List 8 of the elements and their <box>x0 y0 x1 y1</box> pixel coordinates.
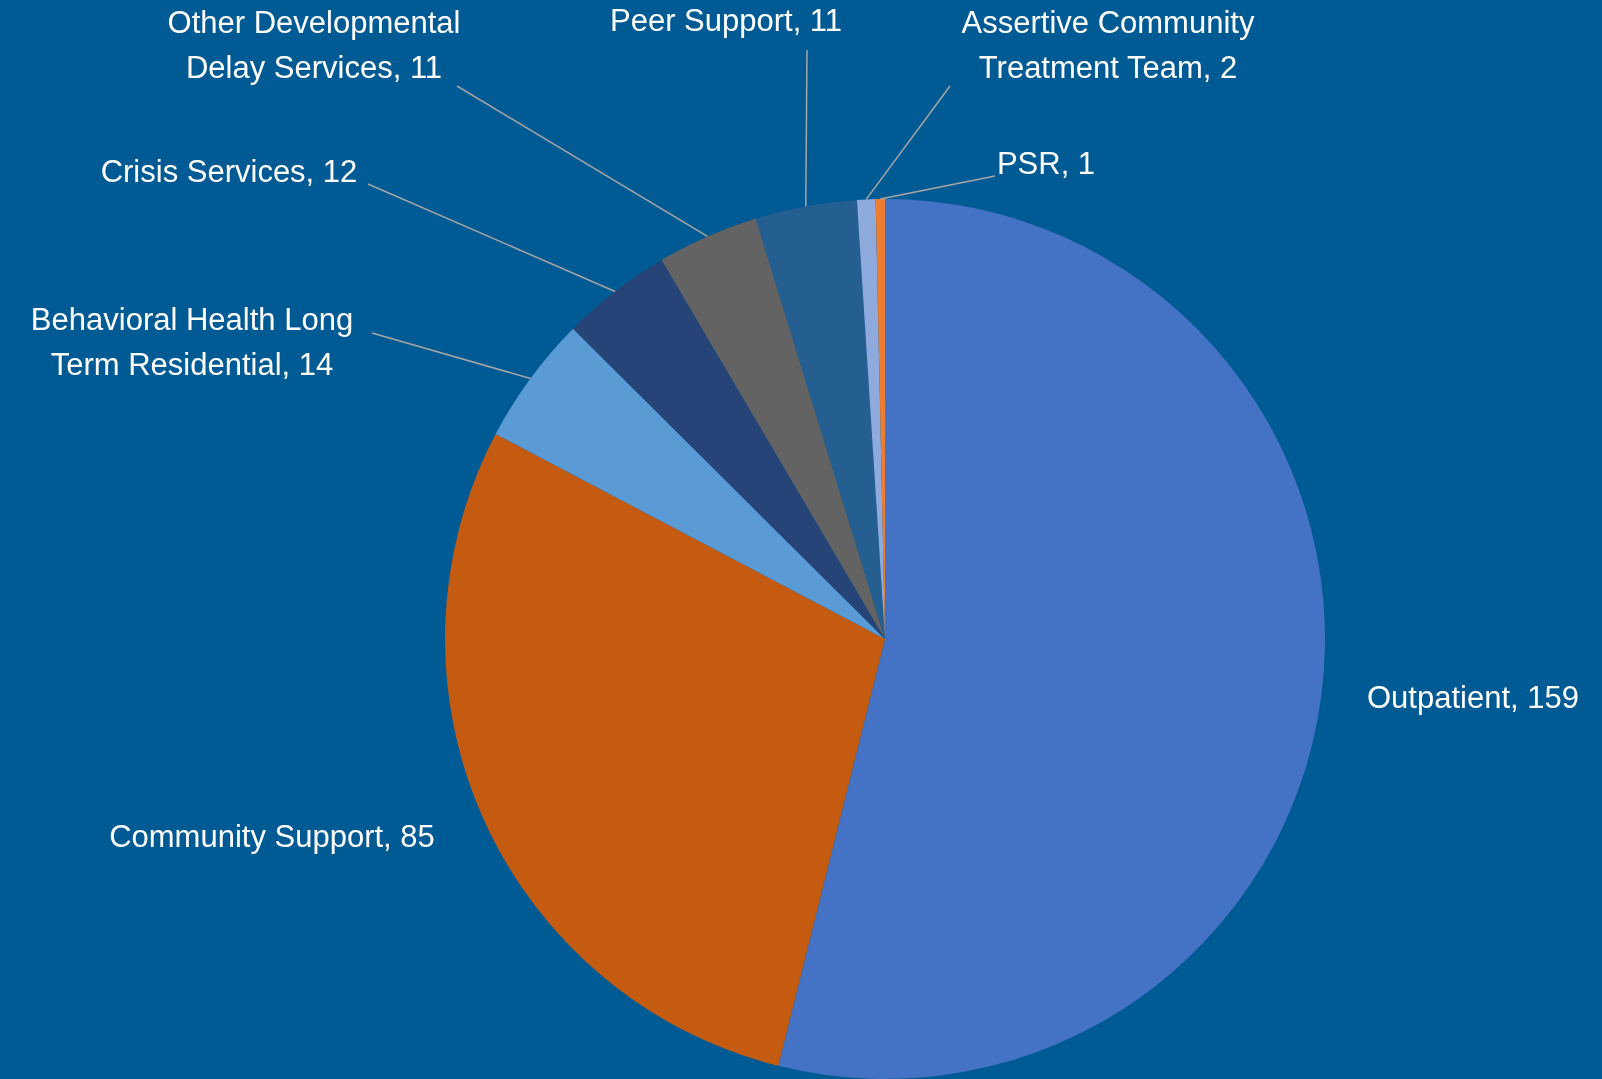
slice-label: Assertive Community Treatment Team, 2 <box>961 4 1255 85</box>
slice-label: Behavioral Health Long Term Residential, 14 <box>30 301 354 382</box>
slice-label: Crisis Services, 12 <box>100 153 358 189</box>
slice-label: Other Developmental Delay Services, 11 <box>167 4 461 85</box>
slice-label: Outpatient, 159 <box>1367 679 1579 715</box>
slice-label: PSR, 1 <box>996 145 1096 181</box>
slice-label: Community Support, 85 <box>109 818 435 854</box>
slice-label: Peer Support, 11 <box>609 2 843 38</box>
